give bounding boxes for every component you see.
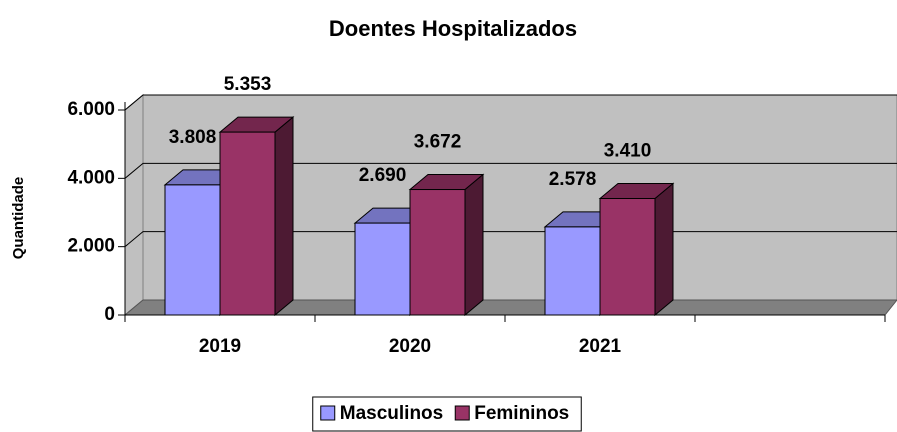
bar-front	[219, 131, 276, 316]
legend-label: Femininos	[474, 403, 569, 424]
grid-line	[124, 162, 897, 179]
bar-front	[599, 197, 656, 316]
value-label: 3.808	[169, 127, 217, 148]
value-label: 5.353	[224, 74, 272, 95]
bar	[598, 182, 675, 317]
bar-front	[409, 189, 466, 316]
value-label: 3.410	[604, 141, 652, 162]
x-tick-label: 2019	[199, 336, 241, 357]
legend-swatch	[454, 405, 470, 421]
legend-label: Masculinos	[340, 403, 443, 424]
bar-side	[464, 173, 484, 317]
bar-side	[274, 116, 294, 317]
y-axis-label: Quantidade	[10, 177, 27, 260]
bar	[218, 116, 295, 317]
value-label: 3.672	[414, 132, 462, 153]
y-tick-label: 0	[104, 304, 115, 325]
y-tick-label: 4.000	[67, 167, 115, 188]
bar-front	[544, 226, 601, 316]
legend: Masculinos Femininos	[312, 396, 582, 432]
grid-line	[124, 94, 897, 111]
legend-box	[312, 396, 582, 432]
y-tick-label: 2.000	[67, 236, 115, 257]
y-tick-label: 6.000	[67, 99, 115, 120]
x-tick-label: 2020	[389, 336, 431, 357]
side-wall	[124, 93, 144, 317]
bar-side	[654, 182, 674, 317]
value-label: 2.690	[359, 165, 407, 186]
value-label: 2.578	[549, 169, 597, 190]
x-tick-label: 2021	[579, 336, 622, 357]
bar	[408, 173, 485, 317]
legend-swatch	[320, 405, 336, 421]
bar-front	[164, 184, 221, 316]
chart-title: Doentes Hospitalizados	[329, 16, 577, 41]
bar-front	[354, 222, 411, 316]
